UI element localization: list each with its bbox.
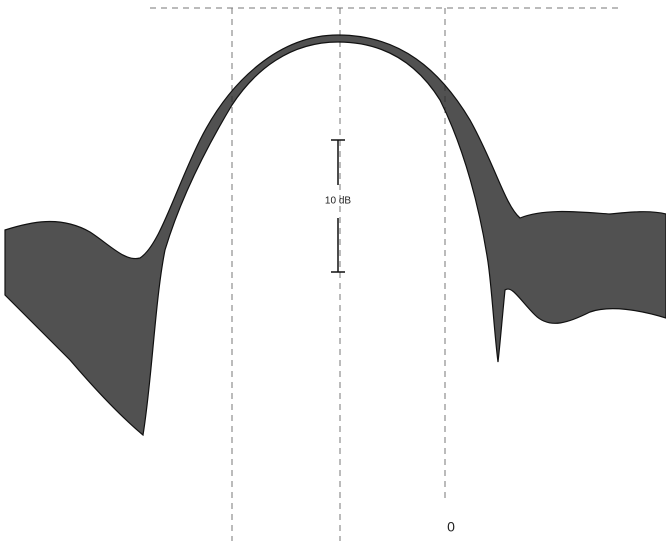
zero-label: 0 (447, 519, 455, 535)
page: {"figure": {"scale_label": "10 dB", "zer… (0, 0, 666, 541)
pattern-envelope (5, 35, 666, 435)
pattern-figure: 10 dB 0 (0, 0, 666, 541)
scale-marker: 10 dB (325, 140, 351, 272)
scale-label: 10 dB (325, 196, 351, 207)
